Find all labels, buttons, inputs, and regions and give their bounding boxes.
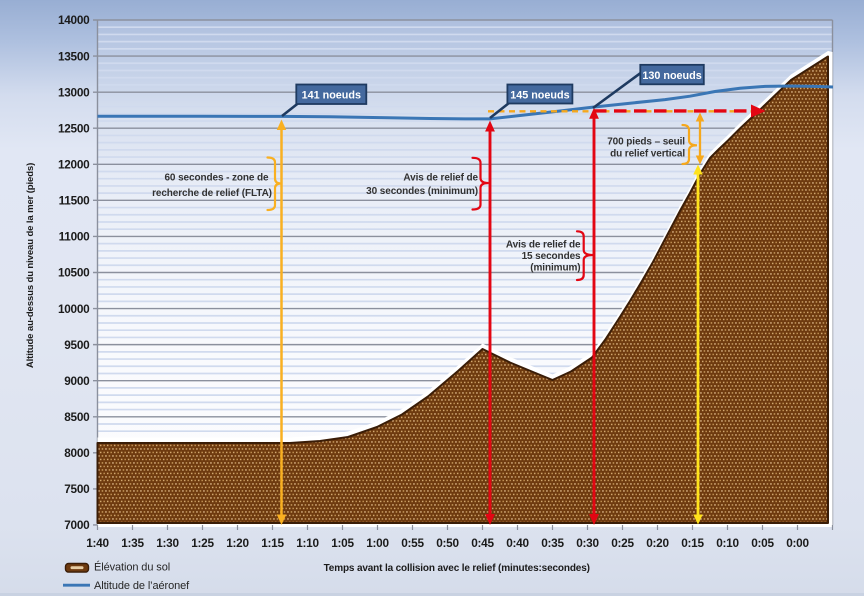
- svg-text:(minimum): (minimum): [530, 263, 580, 274]
- svg-text:30 secondes (minimum): 30 secondes (minimum): [366, 186, 478, 197]
- svg-text:1:10: 1:10: [296, 536, 319, 550]
- svg-text:0:10: 0:10: [716, 536, 739, 550]
- svg-text:8000: 8000: [64, 446, 90, 460]
- svg-text:1:35: 1:35: [121, 536, 144, 550]
- svg-text:0:40: 0:40: [506, 536, 529, 550]
- svg-text:1:05: 1:05: [331, 536, 354, 550]
- svg-text:10000: 10000: [58, 302, 90, 316]
- svg-text:7500: 7500: [64, 482, 90, 496]
- svg-text:Altitude au-dessus du niveau d: Altitude au-dessus du niveau de la mer (…: [25, 163, 36, 368]
- svg-text:15 secondes: 15 secondes: [522, 251, 581, 262]
- svg-text:recherche de relief (FLTA): recherche de relief (FLTA): [152, 188, 272, 199]
- svg-text:9000: 9000: [64, 374, 90, 388]
- svg-text:141 noeuds: 141 noeuds: [302, 90, 361, 102]
- svg-text:1:20: 1:20: [226, 536, 249, 550]
- svg-text:1:25: 1:25: [191, 536, 214, 550]
- svg-text:0:45: 0:45: [471, 536, 494, 550]
- svg-text:0:05: 0:05: [751, 536, 774, 550]
- svg-text:12500: 12500: [58, 121, 90, 135]
- svg-text:0:25: 0:25: [611, 536, 634, 550]
- svg-text:du relief vertical: du relief vertical: [610, 149, 685, 160]
- svg-text:0:00: 0:00: [786, 536, 809, 550]
- svg-text:1:40: 1:40: [86, 536, 109, 550]
- svg-text:0:50: 0:50: [436, 536, 459, 550]
- svg-text:1:00: 1:00: [366, 536, 389, 550]
- svg-text:7000: 7000: [64, 518, 90, 532]
- svg-text:130 noeuds: 130 noeuds: [642, 70, 701, 82]
- svg-text:Avis de relief de: Avis de relief de: [506, 240, 581, 251]
- svg-text:700 pieds – seuil: 700 pieds – seuil: [607, 137, 685, 148]
- svg-text:12000: 12000: [58, 157, 90, 171]
- svg-text:0:35: 0:35: [541, 536, 564, 550]
- svg-text:11500: 11500: [59, 194, 91, 208]
- svg-text:11000: 11000: [59, 230, 91, 244]
- svg-text:10500: 10500: [58, 266, 90, 280]
- svg-text:0:20: 0:20: [646, 536, 669, 550]
- svg-text:8500: 8500: [64, 410, 90, 424]
- svg-text:0:30: 0:30: [576, 536, 599, 550]
- svg-text:1:15: 1:15: [261, 536, 284, 550]
- svg-text:1:30: 1:30: [156, 536, 179, 550]
- svg-text:Avis de relief de: Avis de relief de: [403, 173, 478, 184]
- svg-text:Altitude de l’aéronef: Altitude de l’aéronef: [94, 580, 190, 592]
- svg-text:Élévation du sol: Élévation du sol: [94, 561, 170, 574]
- svg-text:9500: 9500: [64, 338, 90, 352]
- svg-text:14000: 14000: [58, 13, 90, 27]
- svg-text:Temps avant la collision avec: Temps avant la collision avec le relief …: [324, 563, 590, 574]
- svg-text:0:55: 0:55: [401, 536, 424, 550]
- svg-text:13000: 13000: [58, 85, 90, 99]
- svg-text:13500: 13500: [58, 49, 90, 63]
- svg-text:0:15: 0:15: [681, 536, 704, 550]
- svg-text:145 noeuds: 145 noeuds: [510, 89, 569, 101]
- svg-text:60 secondes - zone de: 60 secondes - zone de: [164, 173, 269, 184]
